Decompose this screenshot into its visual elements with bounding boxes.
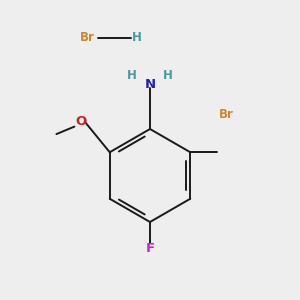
Text: O: O (75, 115, 87, 128)
Text: Br: Br (219, 107, 234, 121)
Text: H: H (163, 69, 173, 82)
Text: H: H (127, 69, 137, 82)
Text: Br: Br (80, 31, 94, 44)
Text: H: H (132, 31, 141, 44)
Text: F: F (146, 242, 154, 256)
Text: N: N (144, 77, 156, 91)
